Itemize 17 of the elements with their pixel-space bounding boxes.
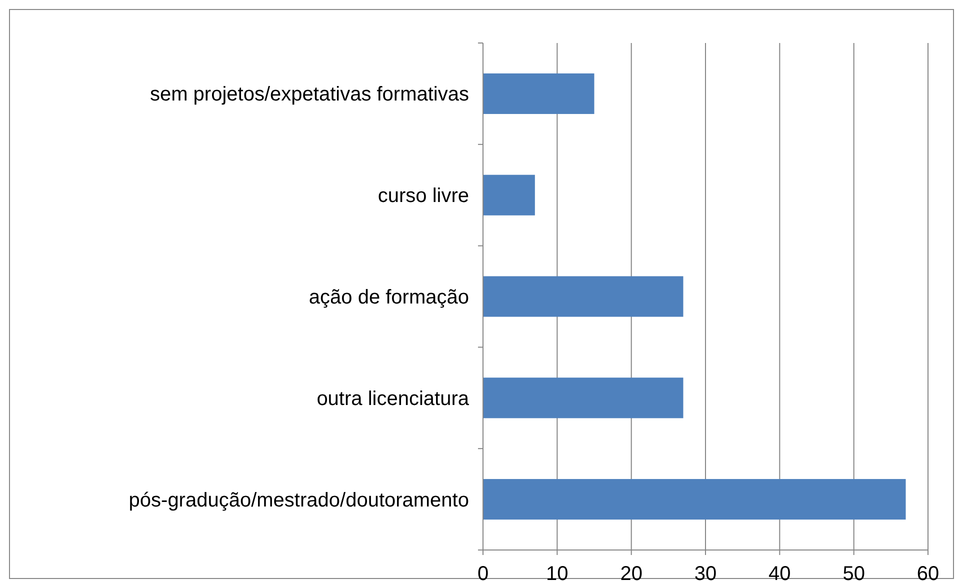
bar bbox=[483, 73, 594, 114]
x-tick-label: 50 bbox=[842, 563, 865, 581]
y-tick-label: curso livre bbox=[378, 185, 469, 208]
bar bbox=[483, 479, 906, 520]
x-tick-label: 0 bbox=[477, 563, 489, 581]
x-tick-label: 20 bbox=[620, 563, 642, 581]
bar bbox=[483, 378, 684, 418]
y-tick-label: ação de formação bbox=[308, 286, 469, 308]
y-tick-label: outra licenciatura bbox=[316, 388, 470, 410]
x-tick-label: 10 bbox=[546, 563, 568, 581]
x-tick-label: 60 bbox=[916, 563, 940, 581]
y-tick-label: sem projetos/expetativas formativas bbox=[150, 84, 469, 106]
x-tick-label: 30 bbox=[694, 563, 717, 581]
y-tick-label: pós-gradução/mestrado/doutoramento bbox=[128, 489, 469, 512]
bar bbox=[483, 276, 684, 317]
x-tick-label: 40 bbox=[768, 563, 791, 581]
bar bbox=[483, 174, 535, 216]
